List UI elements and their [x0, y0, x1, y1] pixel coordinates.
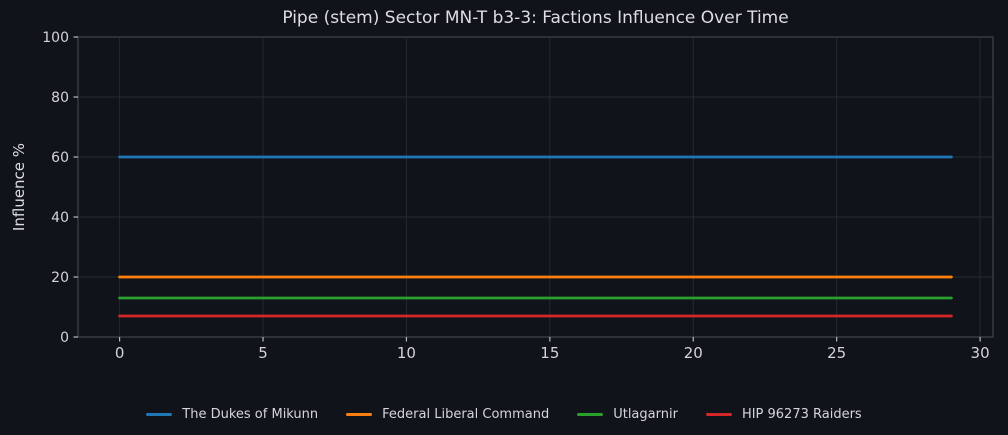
legend-item-1: Federal Liberal Command: [346, 407, 549, 422]
legend-label: Federal Liberal Command: [382, 407, 550, 422]
legend-item-0: The Dukes of Mikunn: [146, 407, 318, 422]
y-axis-label: Influence %: [10, 142, 28, 232]
x-axis: 0 5 10 15 20 25 30: [115, 337, 990, 362]
x-tick-label: 25: [827, 344, 846, 362]
legend-label: The Dukes of Mikunn: [182, 407, 319, 422]
grid: [78, 36, 993, 338]
chart-legend: The Dukes of Mikunn Federal Liberal Comma…: [0, 407, 1008, 422]
legend-line-swatch: [705, 413, 732, 416]
plot-border: [77, 36, 994, 338]
legend-label: Utlagarnir: [613, 407, 678, 422]
legend-line-swatch: [146, 413, 173, 416]
x-tick-label: 10: [397, 344, 416, 362]
x-tick-label: 15: [540, 344, 559, 362]
legend-item-3: HIP 96273 Raiders: [705, 407, 862, 422]
y-tick-label: 20: [51, 270, 69, 286]
y-tick-label: 0: [60, 330, 69, 346]
legend-item-2: Utlagarnir: [577, 407, 678, 422]
x-tick-label: 0: [115, 344, 125, 362]
legend-label: HIP 96273 Raiders: [741, 407, 862, 422]
x-tick-label: 20: [684, 344, 703, 362]
chart-title: Pipe (stem) Sector MN-T b3-3: Factions I…: [282, 8, 789, 28]
y-axis: 0 20 40 60 80 100: [42, 30, 78, 346]
y-tick-label: 80: [51, 90, 69, 106]
x-tick-label: 30: [971, 344, 990, 362]
x-tick-label: 5: [258, 344, 268, 362]
y-tick-label: 100: [42, 30, 69, 46]
y-tick-label: 60: [51, 150, 69, 166]
legend-line-swatch: [577, 413, 604, 416]
legend-line-swatch: [346, 413, 373, 416]
y-tick-label: 40: [51, 210, 69, 226]
